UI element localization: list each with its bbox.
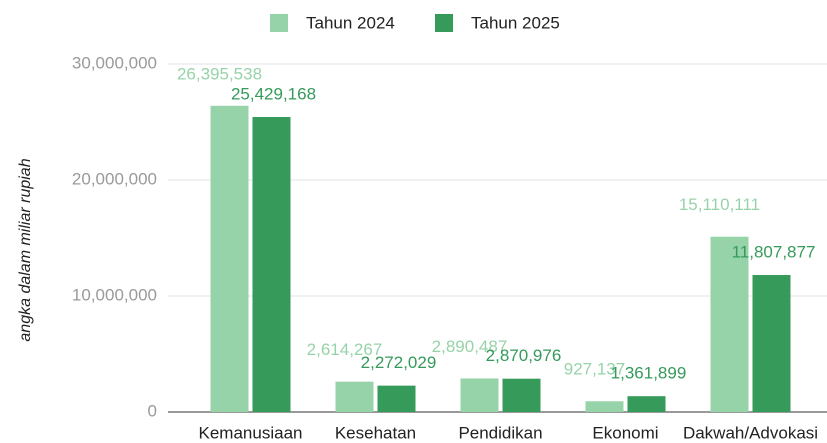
legend-swatch: [270, 14, 288, 32]
x-tick-label: Dakwah/Advokasi: [683, 423, 818, 442]
bar: [502, 378, 541, 412]
bar: [335, 381, 374, 412]
value-label: 2,614,267: [307, 340, 383, 359]
bar: [210, 105, 249, 412]
bar: [460, 378, 499, 412]
bar: [377, 385, 416, 412]
x-tick-label: Ekonomi: [592, 423, 658, 442]
y-tick-label: 10,000,000: [72, 285, 157, 304]
value-label: 15,110,111: [679, 195, 760, 214]
bar: [752, 275, 791, 412]
x-tick-label: Kemanusiaan: [199, 423, 303, 442]
bar: [585, 401, 624, 412]
bar: [710, 236, 749, 412]
y-tick-label: 0: [148, 401, 157, 420]
value-label: 2,870,976: [486, 346, 562, 365]
y-axis-label: angka dalam miliar rupiah: [17, 158, 34, 341]
value-label: 25,429,168: [231, 85, 316, 104]
legend-swatch: [435, 14, 453, 32]
value-label: 26,395,538: [177, 64, 262, 83]
x-tick-label: Kesehatan: [335, 423, 416, 442]
legend-label: Tahun 2024: [306, 13, 395, 32]
x-tick-label: Pendidikan: [458, 423, 542, 442]
value-label: 1,361,899: [611, 364, 687, 383]
value-label: 2,890,487: [432, 337, 508, 356]
value-label: 2,272,029: [361, 353, 437, 372]
y-tick-label: 20,000,000: [72, 169, 157, 188]
value-label: 11,807,877: [732, 243, 816, 262]
bar: [252, 117, 291, 412]
legend-label: Tahun 2025: [471, 13, 560, 32]
value-label: 927,137: [564, 360, 625, 379]
y-tick-label: 30,000,000: [72, 53, 157, 72]
bar: [627, 396, 666, 412]
